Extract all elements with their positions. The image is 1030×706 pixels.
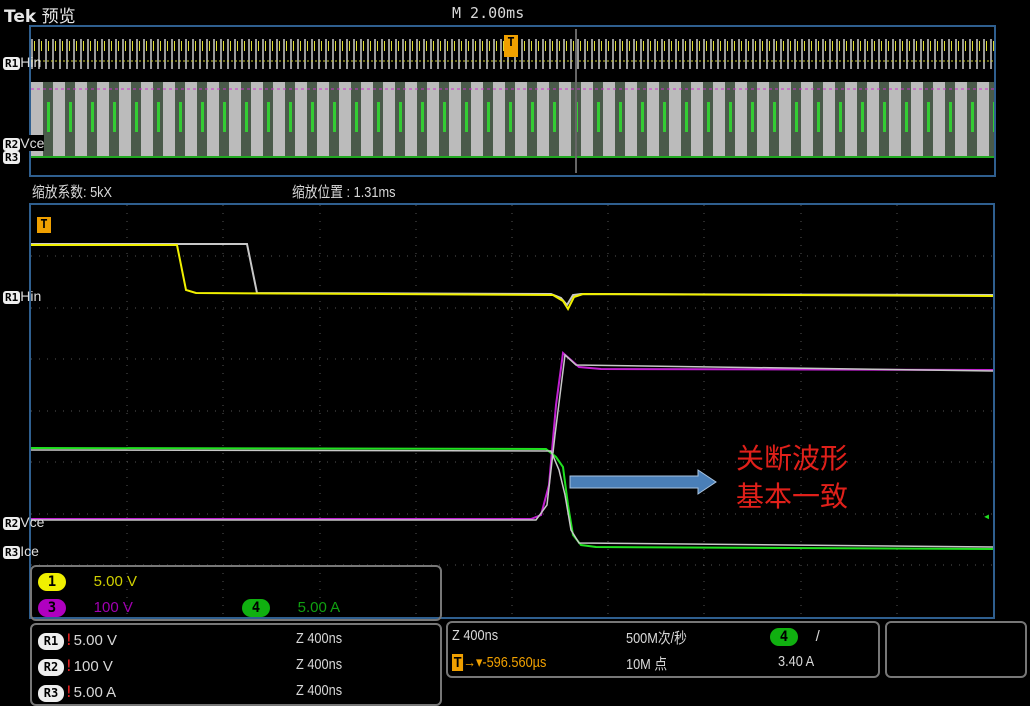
record-length: 10M 点	[626, 656, 668, 673]
brand-logo: Tek	[4, 7, 37, 27]
trigger-slope: /	[815, 628, 820, 645]
zoom-factor: 缩放系数: 5kX	[32, 184, 113, 201]
trigger-level: 3.40 A	[778, 653, 815, 670]
status-panel	[885, 621, 1027, 678]
ref3-trace	[30, 449, 994, 548]
ch4-scale[interactable]: 4 5.00 A	[242, 597, 340, 617]
app-title: Tek 预览	[4, 2, 76, 27]
trigger-position[interactable]: T →▾-596.560µs	[452, 654, 547, 671]
ref3-marker[interactable]: R3	[3, 151, 21, 164]
ref2-trace	[31, 353, 994, 521]
ref1-badge[interactable]: R1	[38, 633, 64, 650]
annotation-text: 关断波形 基本一致	[736, 440, 848, 516]
ch4-badge[interactable]: 4	[242, 599, 270, 617]
main-ref3-marker[interactable]: R3	[3, 546, 21, 559]
ch1-badge[interactable]: 1	[38, 573, 66, 591]
trigger-icon: T	[452, 654, 464, 671]
ch4-trigger-level-marker: ◂	[983, 509, 990, 523]
ch3-badge[interactable]: 3	[38, 599, 66, 617]
zoom-position-value: : 1.31ms	[346, 184, 396, 201]
ref1-marker[interactable]: R1	[3, 57, 21, 70]
trigger-marker[interactable]: T	[504, 35, 518, 57]
ref2-marker[interactable]: R2	[3, 138, 21, 151]
trigger-source[interactable]: 4 /	[770, 626, 820, 646]
main-vce-label: Vce	[20, 514, 45, 530]
ref1-hin-trace	[31, 243, 994, 307]
trigger-ch-badge: 4	[770, 628, 798, 646]
overview-panel[interactable]: T	[29, 25, 996, 177]
ref3-scale: 5.00 A	[73, 684, 117, 701]
overview-waveforms	[31, 27, 994, 175]
ref3-zoom: Z 400ns	[296, 682, 343, 699]
hin-label: Hin	[20, 54, 42, 70]
ch4-scale-value: 5.00 A	[297, 599, 341, 616]
main-ice-label: Ice	[20, 543, 39, 559]
ref1-scale: 5.00 V	[73, 632, 118, 649]
vce-label: Vce	[20, 135, 45, 151]
ref2-scale: 100 V	[73, 658, 113, 675]
acquisition-panel[interactable]: Z 400ns T →▾-596.560µs 500M次/秒 10M 点 4 / …	[446, 621, 880, 678]
ref2-zoom: Z 400ns	[296, 656, 343, 673]
ch1-trace	[31, 244, 994, 312]
ch3-vce-trace	[31, 351, 994, 520]
zoom-position: 缩放位置 : 1.31ms	[292, 181, 395, 202]
timebase-readout[interactable]: M 2.00ms	[452, 4, 525, 22]
channel-scale-panel[interactable]: 1 5.00 V 3 100 V 4 5.00 A	[30, 565, 442, 621]
annotation-line2: 基本一致	[736, 480, 849, 513]
ref1-zoom: Z 400ns	[296, 630, 343, 647]
zoom-waveforms: ◂	[30, 205, 994, 617]
mode-label: 预览	[41, 7, 76, 27]
ref3-badge[interactable]: R3	[38, 685, 64, 702]
ref2-badge[interactable]: R2	[38, 659, 64, 676]
zoom-waveform-panel[interactable]: ◂ T	[29, 203, 995, 619]
zoom-position-label: 缩放位置	[292, 184, 344, 201]
main-ref1-marker[interactable]: R1	[3, 291, 21, 304]
ch1-scale[interactable]: 1 5.00 V	[38, 571, 137, 591]
annotation-arrow	[569, 469, 717, 495]
acq-zoom: Z 400ns	[452, 627, 499, 644]
annotation-line1: 关断波形	[736, 442, 849, 475]
main-ref2-marker[interactable]: R2	[3, 517, 21, 530]
zoom-trigger-marker[interactable]: T	[37, 217, 51, 233]
sample-rate: 500M次/秒	[626, 630, 687, 647]
ch3-scale-value: 100 V	[93, 599, 133, 616]
ch3-scale[interactable]: 3 100 V	[38, 597, 133, 617]
ch1-scale-value: 5.00 V	[93, 573, 138, 590]
graticule	[31, 205, 993, 617]
trigger-position-value: -596.560µs	[482, 654, 547, 671]
main-hin-label: Hin	[20, 288, 42, 304]
